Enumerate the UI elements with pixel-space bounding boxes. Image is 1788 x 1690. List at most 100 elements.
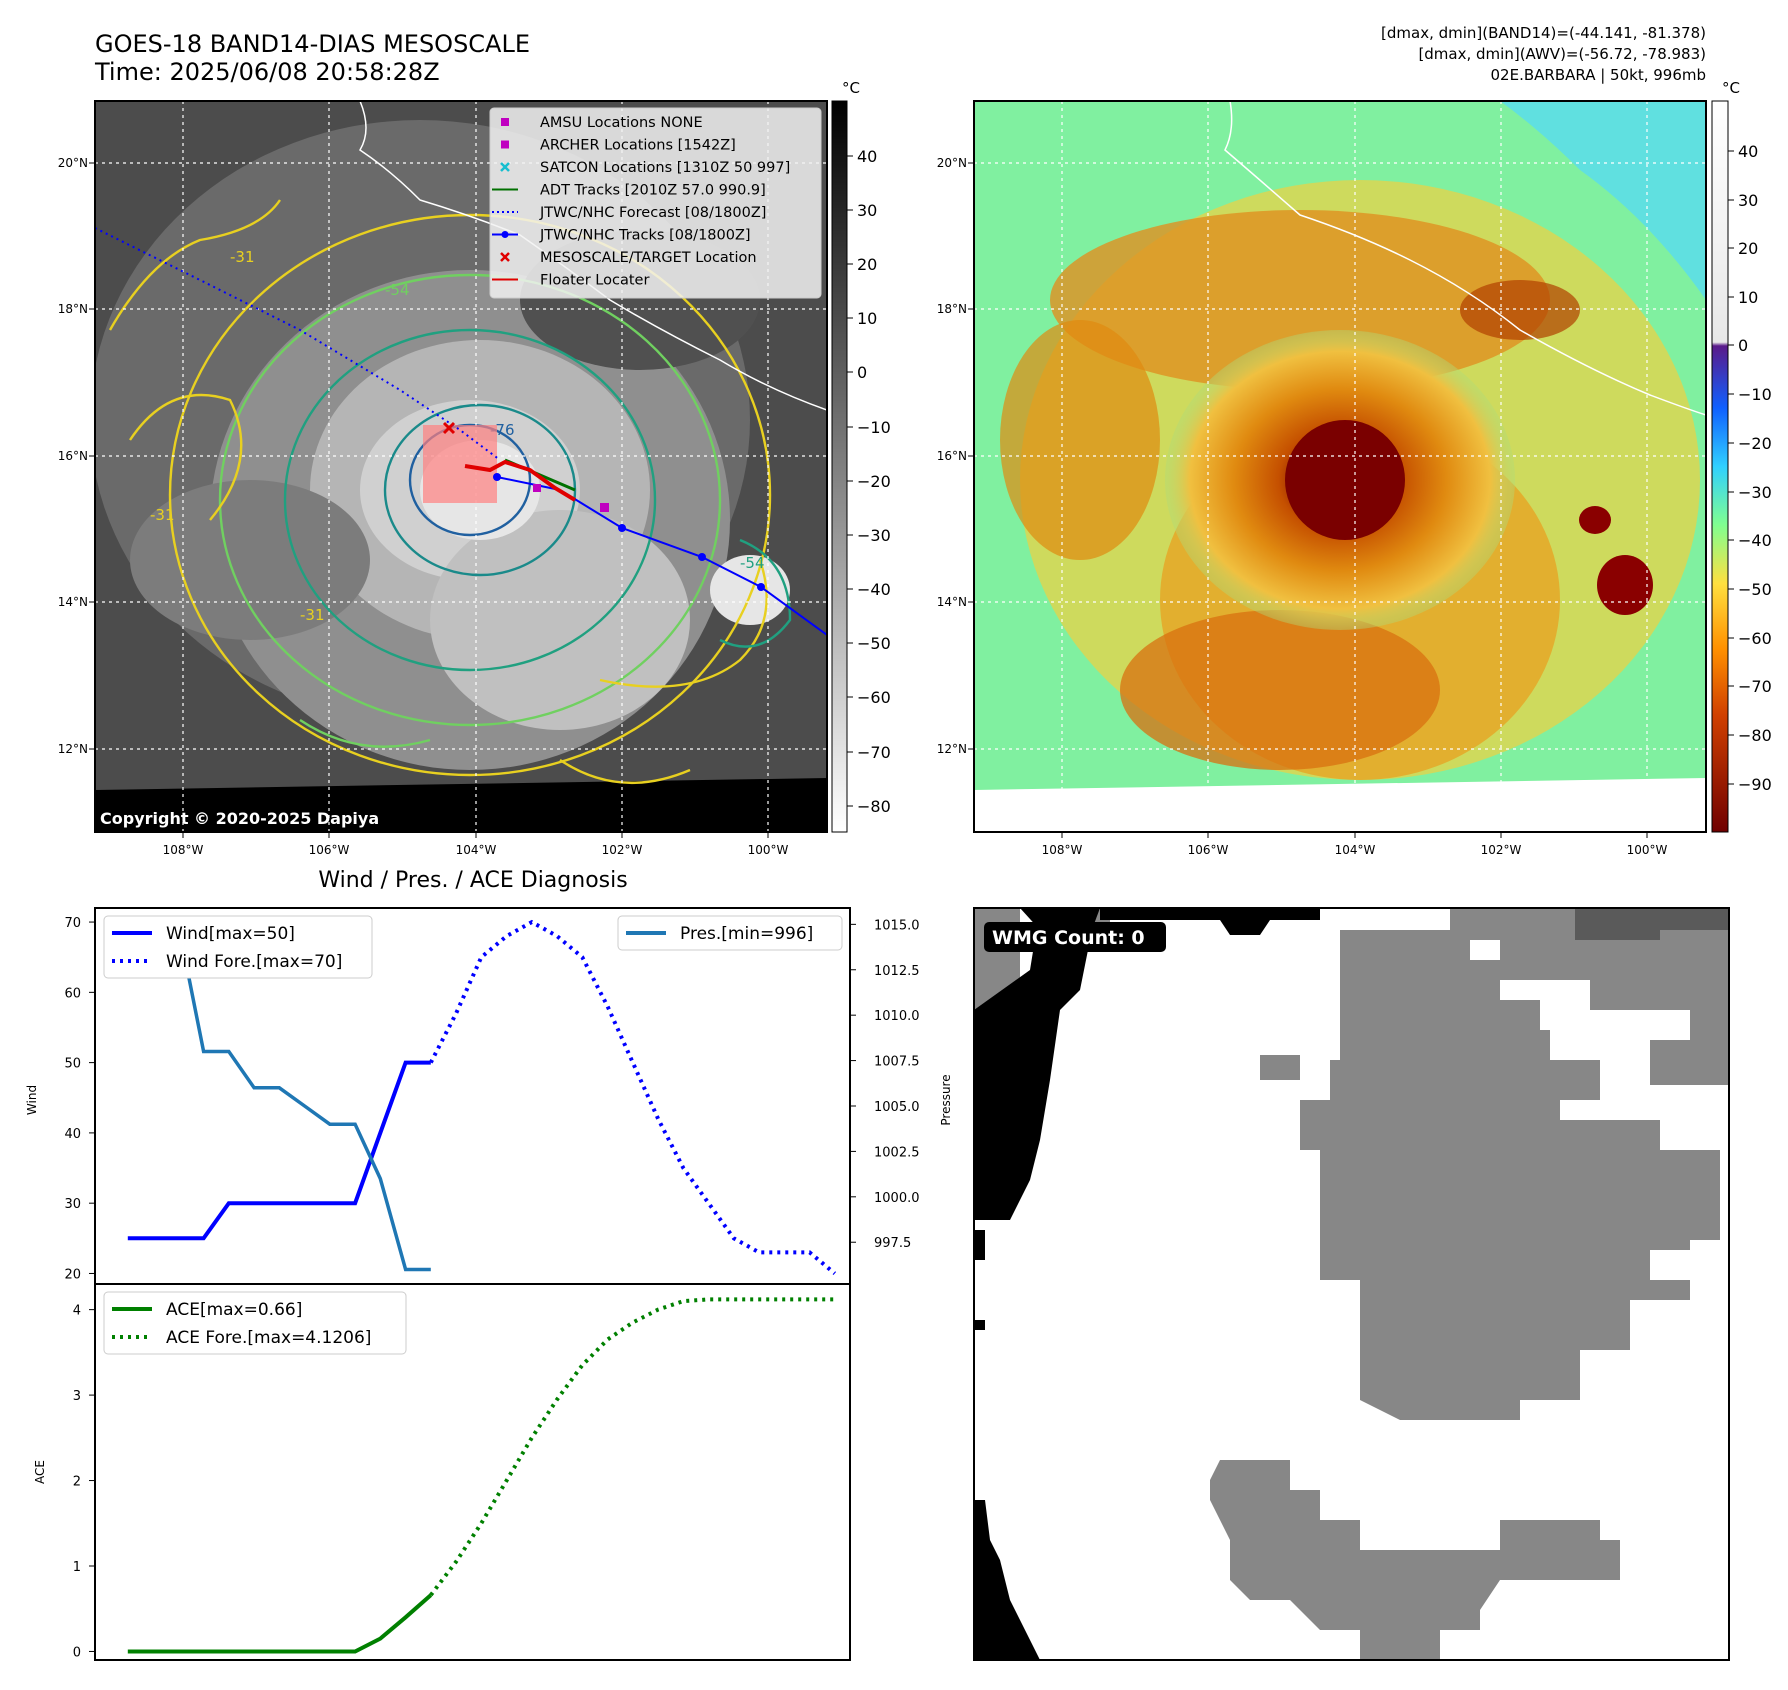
stats-line-3: 02E.BARBARA | 50kt, 996mb (1491, 66, 1706, 84)
wind-tick-label: 50 (64, 1057, 81, 1072)
colorbar-tick-label: −90 (1738, 775, 1772, 794)
ace-tick-label: 0 (73, 1645, 81, 1660)
jtwc-track-points (493, 473, 765, 591)
legend-label: JTWC/NHC Forecast [08/1800Z] (539, 205, 766, 221)
wmg-count-label: WMG Count: 0 (992, 927, 1145, 949)
ace-tick-label: 3 (73, 1389, 81, 1404)
colorbar-tick-label: 30 (857, 201, 877, 220)
series-line (429, 919, 837, 1276)
pressure-tick-label: 997.5 (874, 1236, 911, 1251)
legend-label: SATCON Locations [1310Z 50 997] (540, 160, 790, 176)
wind-tick-label: 70 (64, 916, 81, 931)
legend-label: ACE Fore.[max=4.1206] (166, 1328, 371, 1348)
colorbar-tick-label: 0 (857, 363, 867, 382)
pressure-tick-label: 1010.0 (874, 1009, 920, 1024)
legend-label: Pres.[min=996] (680, 924, 813, 944)
colorbar-tick-label: −20 (857, 472, 891, 491)
map-lon-label: 100°W (748, 843, 789, 857)
ace-tick-label: 1 (73, 1560, 81, 1575)
legend-label: AMSU Locations NONE (540, 115, 703, 131)
ace-legend: ACE[max=0.66] ACE Fore.[max=4.1206] (103, 1291, 407, 1355)
wind-tick-label: 60 (64, 986, 81, 1001)
legend: AMSU Locations NONE ARCHER Locations [154… (489, 107, 822, 299)
stats-line-1: [dmax, dmin](BAND14)=(-44.141, -81.378) (1381, 24, 1706, 42)
contour-label: -31 (300, 606, 325, 624)
contour-label: -54 (385, 281, 410, 299)
legend-item: SATCON Locations [1310Z 50 997] (500, 160, 790, 176)
gray-colorbar: °C 40 30 20 10 0 −10 −20 −30 −40 −50 −60 −70 −80 (831, 79, 891, 833)
wind-tick-label: 40 (64, 1127, 81, 1142)
colorbar-tick-label: −70 (1738, 677, 1772, 696)
series-line (127, 1060, 431, 1241)
colorbar-tick-label: −60 (1738, 629, 1772, 648)
legend-marker (500, 252, 510, 262)
diagnosis-title: Wind / Pres. / ACE Diagnosis (318, 868, 627, 893)
colorbar-tick-label: 10 (1738, 288, 1758, 307)
colorbar-tick-label: −50 (857, 634, 891, 653)
floater-box (423, 425, 497, 503)
pressure-tick-label: 1005.0 (874, 1100, 920, 1115)
ace-tick-label: 2 (73, 1475, 81, 1490)
map-lon-label: 106°W (309, 843, 350, 857)
map-lat-label: 14°N (937, 595, 967, 609)
pressure-tick-label: 1002.5 (874, 1145, 920, 1160)
colorbar-tick-label: −80 (857, 797, 891, 816)
legend-item: Floater Locater (492, 273, 649, 289)
contour-label: -31 (230, 248, 255, 266)
map-lat-label: 20°N (58, 156, 88, 170)
map-lat-label: 18°N (937, 302, 967, 316)
title-line-1: GOES-18 BAND14-DIAS MESOSCALE (95, 30, 530, 58)
legend-item: ARCHER Locations [1542Z] (501, 138, 736, 154)
wind-legend: Wind[max=50] Wind Fore.[max=70] (103, 915, 373, 979)
colorbar-tick-label: −60 (857, 688, 891, 707)
pressure-tick-label: 1015.0 (874, 918, 920, 933)
series-line (127, 1593, 433, 1654)
colorbar-tick-label: −10 (857, 418, 891, 437)
colorbar-tick-label: 20 (857, 255, 877, 274)
series-line (429, 1297, 835, 1597)
wind-tick-label: 20 (64, 1267, 81, 1282)
map-lat-label: 16°N (937, 449, 967, 463)
color-colorbar: °C 40 30 20 10 0 −10 −20 −30 −40 −50 −60 −70 −80 −90 (1711, 79, 1772, 833)
colorbar-tick-label: −40 (1738, 531, 1772, 550)
map-lon-label: 100°W (1627, 843, 1668, 857)
archer-marker (600, 503, 609, 512)
legend-label: JTWC/NHC Tracks [08/1800Z] (539, 228, 751, 244)
ace-tick-label: 4 (73, 1304, 81, 1319)
map-lat-label: 18°N (58, 302, 88, 316)
map-lon-label: 108°W (1042, 843, 1083, 857)
legend-label: Wind Fore.[max=70] (166, 952, 342, 972)
jtwc-track (496, 476, 827, 636)
colorbar-unit: °C (842, 79, 860, 97)
contour-label: -54 (740, 554, 765, 572)
legend-item: ADT Tracks [2010Z 57.0 990.9] (492, 183, 766, 199)
legend-item: JTWC/NHC Tracks [08/1800Z] (492, 228, 751, 244)
legend-label: Wind[max=50] (166, 924, 295, 944)
wind-axis-label: Wind (25, 1085, 39, 1115)
legend-label: ACE[max=0.66] (166, 1300, 302, 1320)
archer-marker (533, 484, 541, 492)
map-lat-label: 16°N (58, 449, 88, 463)
legend-marker (501, 118, 509, 126)
map-lon-label: 108°W (163, 843, 204, 857)
map-lat-label: 12°N (58, 742, 88, 756)
awv-map (974, 101, 1706, 832)
map-lon-label: 102°W (602, 843, 643, 857)
stats-line-2: [dmax, dmin](AWV)=(-56.72, -78.983) (1418, 45, 1706, 63)
legend-item: JTWC/NHC Forecast [08/1800Z] (492, 205, 766, 221)
pressure-axis-label: Pressure (939, 1074, 953, 1125)
pressure-tick-label: 1000.0 (874, 1191, 920, 1206)
colorbar-tick-label: −70 (857, 743, 891, 762)
map-lon-label: 104°W (456, 843, 497, 857)
pressure-legend: Pres.[min=996] (617, 915, 843, 951)
mesoscale-target-marker (442, 421, 456, 435)
ace-axis-label: ACE (33, 1460, 47, 1484)
colorbar-tick-label: −40 (857, 580, 891, 599)
map-lon-label: 102°W (1481, 843, 1522, 857)
legend-marker (500, 162, 510, 172)
colorbar-tick-label: 10 (857, 309, 877, 328)
colorbar-unit: °C (1722, 79, 1740, 97)
colorbar-tick-label: 20 (1738, 239, 1758, 258)
legend-marker (501, 140, 509, 149)
